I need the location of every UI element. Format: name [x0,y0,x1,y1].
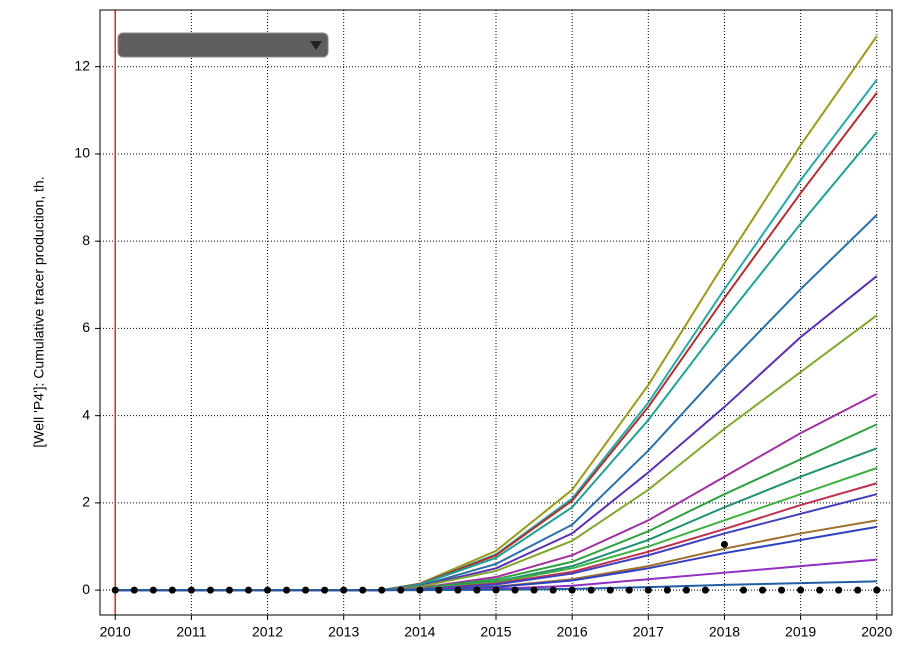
observation-point [340,586,348,594]
x-tick-label: 2017 [633,624,664,640]
y-tick-label: 0 [82,581,90,597]
y-axis-label: [Well 'P4']: Cumulative tracer productio… [31,176,47,447]
observation-point [511,586,519,594]
observation-point [454,586,462,594]
observation-point [797,586,805,594]
x-tick-label: 2016 [557,624,588,640]
y-tick-label: 6 [82,319,90,335]
observation-point [854,586,862,594]
x-tick-label: 2013 [328,624,359,640]
x-tick-label: 2018 [709,624,740,640]
observation-point [873,586,881,594]
observation-point [701,586,709,594]
dropdown[interactable] [117,32,329,58]
observation-point [206,586,214,594]
observation-point [283,586,291,594]
observation-point [378,586,386,594]
observation-point [397,586,405,594]
observation-point [359,586,367,594]
observation-point [225,586,233,594]
x-tick-label: 2015 [480,624,511,640]
observation-point [816,586,824,594]
y-tick-label: 8 [82,232,90,248]
x-tick-label: 2012 [252,624,283,640]
observation-point [587,586,595,594]
x-tick-label: 2010 [100,624,131,640]
y-tick-label: 4 [82,406,90,422]
observation-point [473,586,481,594]
observation-point [168,586,176,594]
observation-point [492,586,500,594]
observation-point [720,540,728,548]
dropdown-arrow [310,41,322,50]
observation-point [245,586,252,594]
observation-point [835,586,843,594]
y-tick-label: 10 [74,145,90,161]
observation-point [530,586,538,594]
observation-point [187,586,195,594]
observation-point [644,586,652,594]
series-line [115,92,878,592]
observation-point [606,586,614,594]
observation-point [568,586,576,594]
observation-point [435,586,443,594]
observation-point [740,586,747,594]
x-tick-label: 2011 [176,624,206,640]
observation-point [663,586,671,594]
observation-point [302,586,310,594]
x-tick-label: 2014 [404,624,435,640]
observation-point [321,586,329,594]
observation-point [149,586,157,594]
y-tick-label: 2 [82,494,90,510]
observation-point [130,586,138,594]
observation-point [625,586,633,594]
observation-point [264,586,272,594]
observation-point [111,586,119,594]
y-tick-label: 12 [74,57,90,73]
observation-point [682,586,690,594]
series-line [115,314,878,592]
observation-point [759,586,767,594]
observation-point [778,586,786,594]
plot-frame [99,9,893,616]
observation-point [416,586,424,594]
x-tick-label: 2020 [861,624,892,640]
x-tick-label: 2019 [785,624,816,640]
observation-point [549,586,557,594]
